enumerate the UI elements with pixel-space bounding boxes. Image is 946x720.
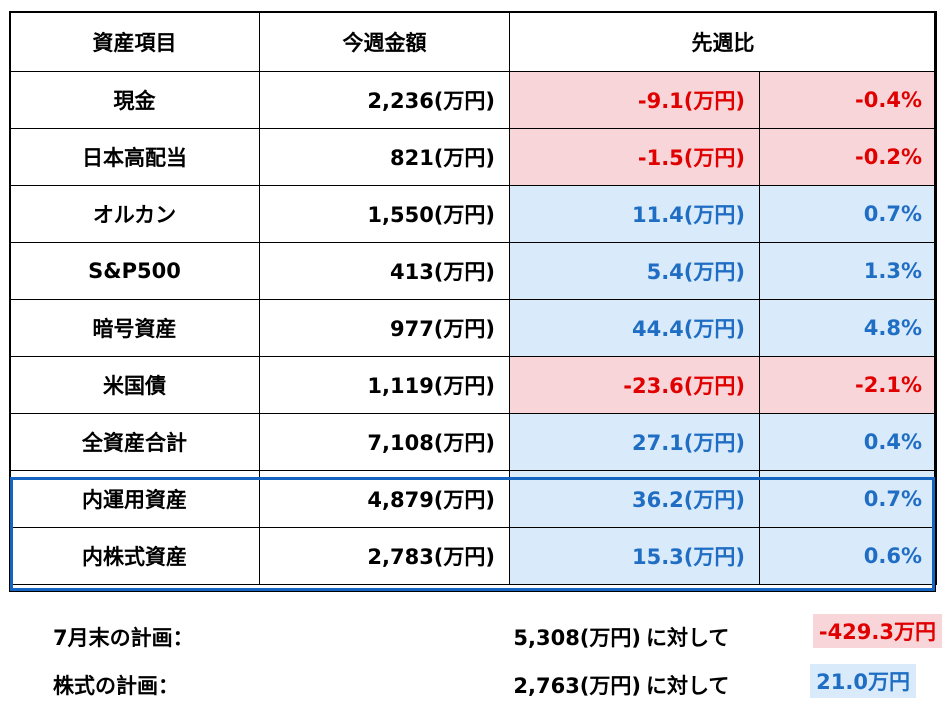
- row-change: -23.6(万円): [509, 356, 760, 414]
- table-row-stocks: 内株式資産 2,783(万円) 15.3(万円) 0.6%: [9, 527, 937, 585]
- row-name: 内株式資産: [9, 527, 260, 585]
- row-pct: 0.6%: [759, 527, 937, 585]
- row-pct: 0.7%: [759, 470, 937, 528]
- row-amount: 7,108(万円): [259, 413, 510, 471]
- table-header-row: 資産項目 今週金額 先週比: [9, 11, 937, 72]
- row-pct: -0.4%: [759, 71, 937, 129]
- row-name: 暗号資産: [9, 299, 260, 357]
- row-change: 11.4(万円): [509, 185, 760, 243]
- plan-base: 5,308(万円): [513, 626, 641, 650]
- plan-value: -429.3万円: [812, 614, 942, 648]
- row-amount: 2,236(万円): [259, 71, 510, 129]
- row-pct: -2.1%: [759, 356, 937, 414]
- asset-table: 資産項目 今週金額 先週比 現金 2,236(万円) -9.1(万円) -0.4…: [9, 11, 937, 585]
- row-amount: 1,550(万円): [259, 185, 510, 243]
- row-amount: 977(万円): [259, 299, 510, 357]
- header-amount: 今週金額: [259, 11, 510, 72]
- row-amount: 821(万円): [259, 128, 510, 186]
- row-change: 44.4(万円): [509, 299, 760, 357]
- row-change: -9.1(万円): [509, 71, 760, 129]
- row-pct: -0.2%: [759, 128, 937, 186]
- plan-suffix: に対して: [646, 626, 730, 650]
- row-name: オルカン: [9, 185, 260, 243]
- header-item: 資産項目: [9, 11, 260, 72]
- plan-base: 2,763(万円): [513, 674, 641, 698]
- table-row: 日本高配当 821(万円) -1.5(万円) -0.2%: [9, 128, 937, 186]
- table-row-total: 全資産合計 7,108(万円) 27.1(万円) 0.4%: [9, 413, 937, 471]
- table-row: 米国債 1,119(万円) -23.6(万円) -2.1%: [9, 356, 937, 414]
- row-amount: 413(万円): [259, 242, 510, 300]
- table-row: 現金 2,236(万円) -9.1(万円) -0.4%: [9, 71, 937, 129]
- plan-label: 7月末の計画：: [53, 626, 194, 650]
- row-change: 15.3(万円): [509, 527, 760, 585]
- row-name: 内運用資産: [9, 470, 260, 528]
- row-change: 36.2(万円): [509, 470, 760, 528]
- table-row: S&P500 413(万円) 5.4(万円) 1.3%: [9, 242, 937, 300]
- row-change: 5.4(万円): [509, 242, 760, 300]
- row-amount: 1,119(万円): [259, 356, 510, 414]
- row-amount: 4,879(万円): [259, 470, 510, 528]
- plan-value: 21.0万円: [810, 664, 916, 698]
- row-amount: 2,783(万円): [259, 527, 510, 585]
- row-name: 現金: [9, 71, 260, 129]
- row-pct: 0.7%: [759, 185, 937, 243]
- row-name: 日本高配当: [9, 128, 260, 186]
- table-row-managed: 内運用資産 4,879(万円) 36.2(万円) 0.7%: [9, 470, 937, 528]
- row-name: 全資産合計: [9, 413, 260, 471]
- row-change: -1.5(万円): [509, 128, 760, 186]
- row-name: 米国債: [9, 356, 260, 414]
- row-change: 27.1(万円): [509, 413, 760, 471]
- row-pct: 1.3%: [759, 242, 937, 300]
- row-name: S&P500: [9, 242, 260, 300]
- table-row: 暗号資産 977(万円) 44.4(万円) 4.8%: [9, 299, 937, 357]
- row-pct: 0.4%: [759, 413, 937, 471]
- header-change: 先週比: [509, 11, 937, 72]
- plan-label: 株式の計画：: [53, 674, 179, 698]
- row-pct: 4.8%: [759, 299, 937, 357]
- plan-suffix: に対して: [646, 674, 730, 698]
- table-row: オルカン 1,550(万円) 11.4(万円) 0.7%: [9, 185, 937, 243]
